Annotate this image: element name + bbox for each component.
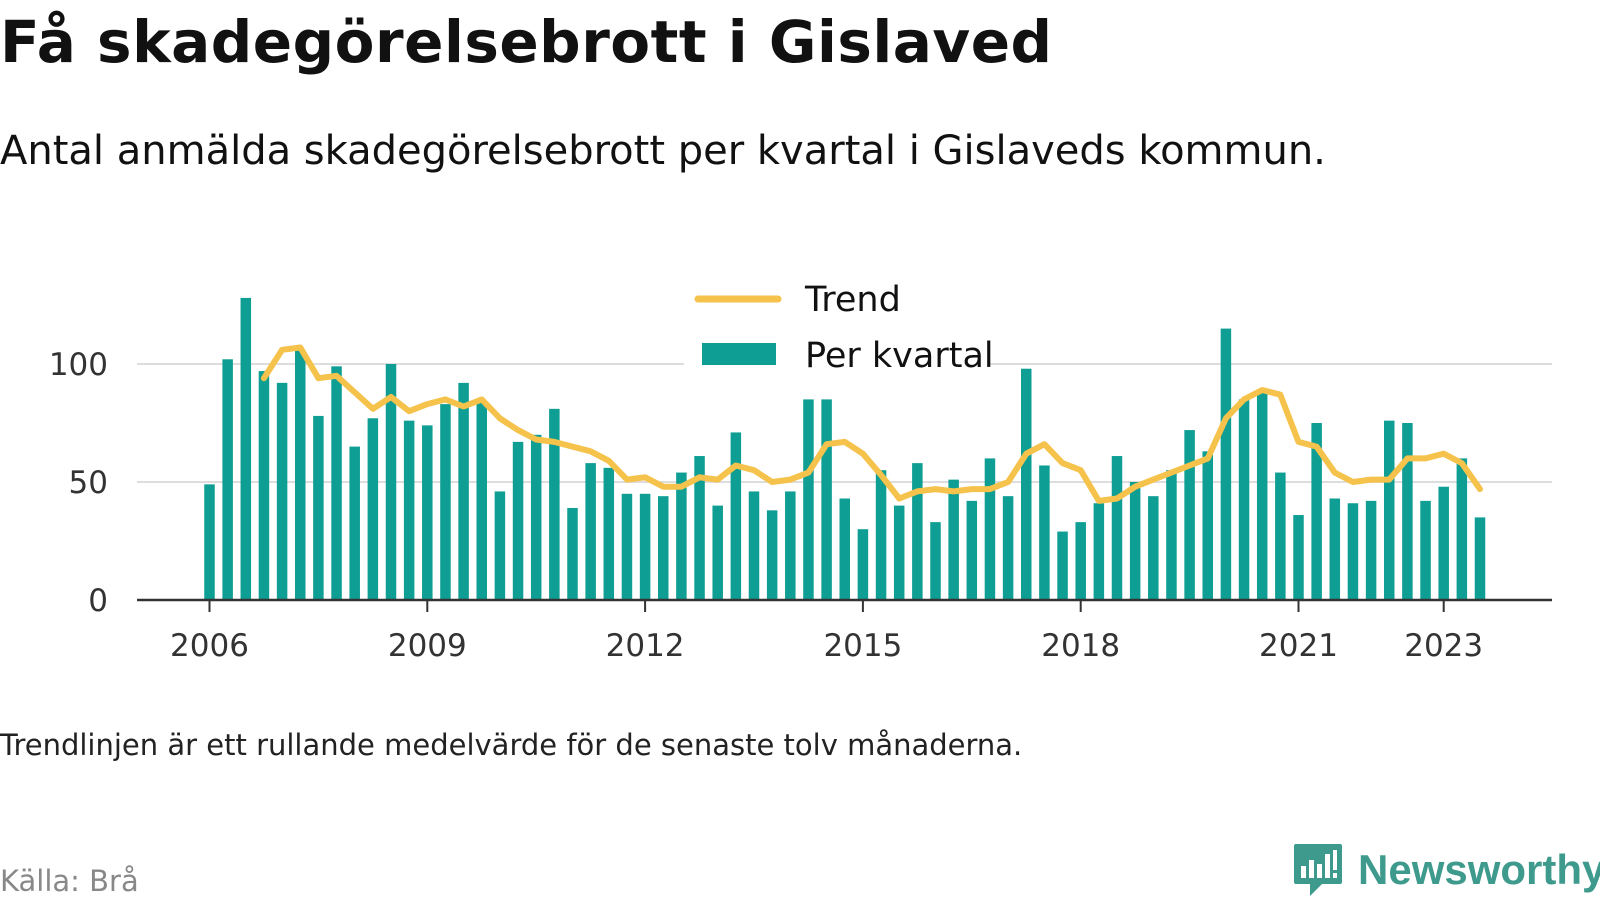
bar: [639, 493, 651, 600]
bar: [893, 505, 905, 600]
chart-subtitle: Antal anmälda skadegörelsebrott per kvar…: [0, 128, 1326, 174]
bar: [222, 359, 233, 600]
bar: [1111, 456, 1123, 600]
bar: [676, 472, 687, 600]
bar: [240, 297, 252, 600]
x-tick-label: 2009: [388, 628, 467, 664]
bar: [839, 498, 850, 600]
bar: [1438, 486, 1449, 600]
bar: [331, 366, 342, 600]
bar: [912, 463, 923, 600]
x-tick-label: 2015: [823, 628, 902, 664]
bar: [585, 463, 596, 600]
newsworthy-logo: Newsworthy: [1292, 842, 1600, 898]
chart-note: Trendlinjen är ett rullande medelvärde f…: [0, 728, 1023, 762]
bar: [1365, 500, 1377, 600]
trend-line: [260, 344, 1483, 504]
bar: [1420, 500, 1431, 600]
bar: [730, 432, 742, 600]
bar: [313, 415, 324, 600]
bar: [966, 500, 978, 600]
x-tick-label: 2018: [1041, 628, 1120, 664]
bar: [367, 418, 379, 600]
bar: [1021, 368, 1032, 600]
bar: [1202, 451, 1213, 600]
source-label: Källa: Brå: [0, 864, 139, 898]
bar: [494, 491, 506, 600]
bar: [1238, 399, 1250, 600]
y-tick-label: 100: [49, 347, 108, 383]
legend-trend-label: Trend: [804, 280, 901, 320]
bar: [948, 479, 959, 600]
bar: [857, 529, 869, 600]
newsworthy-logo-icon: [1294, 844, 1342, 896]
bar: [1184, 430, 1195, 600]
bar: [658, 496, 669, 600]
bar: [603, 467, 615, 600]
bar: [295, 349, 306, 600]
bar: [1456, 458, 1468, 600]
legend-bar-swatch: [702, 343, 776, 365]
bar: [204, 484, 215, 600]
bar: [1002, 496, 1014, 600]
bar: [1329, 498, 1341, 600]
bar: [476, 401, 487, 600]
bar: [621, 493, 633, 600]
bar: [1075, 522, 1086, 600]
brand-name: Newsworthy: [1358, 846, 1600, 893]
y-tick-label: 50: [69, 465, 108, 501]
bar: [458, 382, 469, 600]
x-tick-label: 2012: [606, 628, 685, 664]
bar: [1384, 420, 1395, 600]
bar: [349, 446, 360, 600]
x-tick-label: 2006: [170, 628, 249, 664]
bar: [1347, 503, 1359, 600]
bar: [821, 399, 832, 600]
bar: [1039, 465, 1050, 600]
bar: [549, 408, 560, 600]
legend-bar-label: Per kvartal: [805, 336, 994, 376]
bar: [258, 371, 270, 600]
bar: [385, 364, 397, 600]
x-tick-label: 2021: [1259, 628, 1338, 664]
bar: [1402, 423, 1413, 600]
bar: [766, 510, 778, 600]
bar: [276, 382, 288, 600]
bar: [1220, 328, 1232, 600]
bar: [1311, 423, 1322, 600]
bar: [712, 505, 723, 600]
chart-title: Få skadegörelsebrott i Gislaved: [0, 8, 1053, 76]
bar: [875, 470, 887, 600]
bar: [1148, 496, 1159, 600]
bar: [803, 399, 814, 600]
y-tick-label: 0: [88, 583, 108, 619]
bar: [1256, 392, 1268, 600]
bar: [984, 458, 996, 600]
bar: [694, 456, 705, 600]
bar: [530, 434, 542, 600]
bar: [1275, 472, 1286, 600]
bar: [1057, 531, 1068, 600]
bar-line-chart: 0 50 100 2006 2009 2012 2015 2018 2021 2023 Trend P…: [49, 279, 1552, 664]
bar: [1166, 470, 1177, 600]
bar: [748, 491, 760, 600]
bar: [1129, 482, 1141, 600]
bar: [512, 441, 524, 600]
bar: [930, 522, 941, 600]
bar: [422, 425, 433, 600]
bar: [403, 420, 415, 600]
bar: [1293, 515, 1304, 600]
bar: [567, 507, 578, 600]
x-tick-label: 2023: [1404, 628, 1483, 664]
bar: [1093, 503, 1105, 600]
bar: [440, 404, 451, 600]
bar: [785, 491, 796, 600]
bar: [1474, 517, 1486, 600]
